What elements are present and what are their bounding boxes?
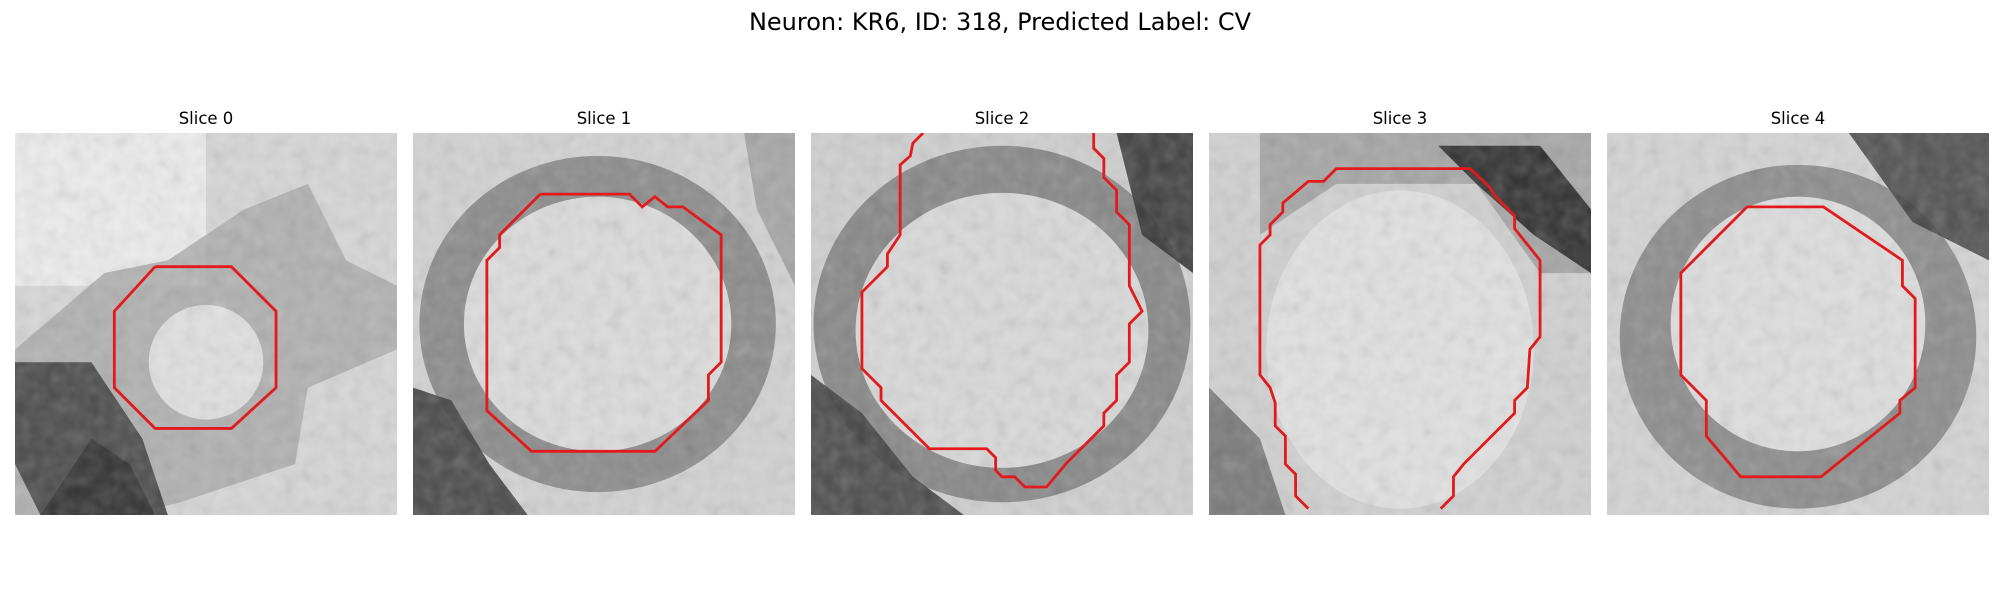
slice-panel-0: Slice 0: [15, 108, 397, 515]
slice-title-0: Slice 0: [15, 108, 397, 130]
slice-image-1: [413, 133, 795, 515]
slice-image-0: [15, 133, 397, 515]
slice-title-3: Slice 3: [1209, 108, 1591, 130]
slice-title-4: Slice 4: [1607, 108, 1989, 130]
slice-image-3: [1209, 133, 1591, 515]
slice-panel-1: Slice 1: [413, 108, 795, 515]
slice-title-1: Slice 1: [413, 108, 795, 130]
figure-title: Neuron: KR6, ID: 318, Predicted Label: C…: [0, 6, 2000, 38]
slice-panel-3: Slice 3: [1209, 108, 1591, 515]
slice-image-2: [811, 133, 1193, 515]
slice-panel-2: Slice 2: [811, 108, 1193, 515]
slice-image-4: [1607, 133, 1989, 515]
slice-panel-4: Slice 4: [1607, 108, 1989, 515]
slice-title-2: Slice 2: [811, 108, 1193, 130]
